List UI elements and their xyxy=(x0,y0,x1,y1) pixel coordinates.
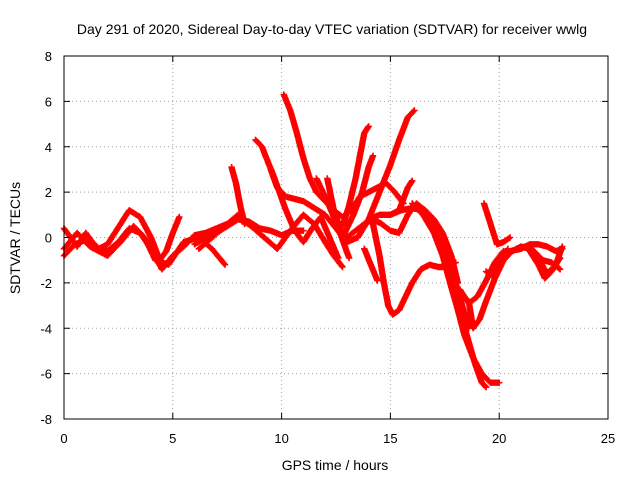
data-series-track-13 xyxy=(341,152,377,237)
data-series-track-23 xyxy=(480,200,514,248)
data-point-markers xyxy=(339,123,372,230)
x-tick-label: 10 xyxy=(274,431,288,446)
y-tick-label: -6 xyxy=(40,367,52,382)
x-tick-label: 15 xyxy=(383,431,397,446)
data-point-markers xyxy=(369,220,459,318)
data-point-markers xyxy=(195,211,346,271)
data-series-track-19 xyxy=(443,266,490,391)
y-tick-label: 0 xyxy=(45,231,52,246)
data-series-track-6 xyxy=(195,211,346,271)
y-tick-label: -4 xyxy=(40,321,52,336)
data-point-markers xyxy=(526,247,564,282)
y-tick-label: -2 xyxy=(40,276,52,291)
data-points xyxy=(60,91,566,391)
x-tick-label: 25 xyxy=(601,431,615,446)
data-point-markers xyxy=(361,245,381,284)
y-tick-label: 6 xyxy=(45,94,52,109)
x-tick-label: 5 xyxy=(169,431,176,446)
data-series-track-14 xyxy=(361,245,381,284)
y-axis-label: SDTVAR / TECUs xyxy=(7,182,23,294)
y-tick-label: 2 xyxy=(45,185,52,200)
data-point-markers xyxy=(365,107,418,223)
data-point-markers xyxy=(443,266,490,391)
data-series-track-16 xyxy=(365,107,418,223)
data-point-markers xyxy=(480,200,514,248)
data-series-track-21 xyxy=(456,247,507,307)
x-tick-label: 20 xyxy=(492,431,506,446)
data-series-track-26 xyxy=(526,247,564,282)
data-series-track-22 xyxy=(482,245,512,280)
y-tick-label: 4 xyxy=(45,140,52,155)
data-point-markers xyxy=(456,247,507,307)
data-point-markers xyxy=(341,152,377,237)
y-tick-label: 8 xyxy=(45,49,52,64)
y-tick-label: -8 xyxy=(40,412,52,427)
data-series-track-15 xyxy=(369,220,459,318)
x-tick-label: 0 xyxy=(60,431,67,446)
data-series-track-12 xyxy=(339,123,372,230)
grid-lines xyxy=(64,56,608,419)
chart-title: Day 291 of 2020, Sidereal Day-to-day VTE… xyxy=(77,21,587,37)
data-point-markers xyxy=(482,245,512,280)
axis-ticks: 0 5 10 15 20 25 -8 -6 -4 -2 0 2 4 6 8 xyxy=(40,49,615,446)
x-axis-label: GPS time / hours xyxy=(282,457,389,473)
